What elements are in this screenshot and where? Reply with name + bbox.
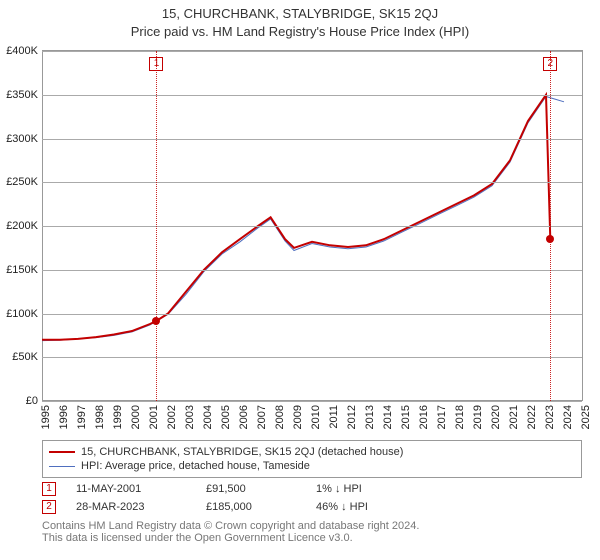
y-gridline [42,139,582,140]
transaction-date: 28-MAR-2023 [76,501,206,513]
transaction-pct: 46% ↓ HPI [316,501,446,513]
transaction-price: £91,500 [206,483,316,495]
plot-area: £0£50K£100K£150K£200K£250K£300K£350K£400… [42,50,583,401]
transaction-badge: 2 [42,500,56,514]
y-tick-label: £200K [0,220,38,232]
y-tick-label: £50K [0,351,38,363]
x-tick-label: 2023 [544,405,556,429]
y-tick-label: £0 [0,395,38,407]
x-tick-label: 2013 [364,405,376,429]
title-sub: Price paid vs. HM Land Registry's House … [0,24,600,39]
y-gridline [42,226,582,227]
legend-row: HPI: Average price, detached house, Tame… [49,459,575,473]
y-tick-label: £300K [0,133,38,145]
footer-line-2: This data is licensed under the Open Gov… [42,532,582,544]
x-tick-label: 2007 [256,405,268,429]
x-tick-label: 1998 [94,405,106,429]
transactions-table: 1 11-MAY-2001£91,5001% ↓ HPI 2 28-MAR-2023£… [42,480,582,516]
legend-swatch [49,466,75,467]
transaction-marker [152,317,160,325]
property-line [42,95,550,340]
x-tick-label: 2014 [382,405,394,429]
transaction-row: 1 11-MAY-2001£91,5001% ↓ HPI [42,480,582,498]
x-tick-label: 2017 [436,405,448,429]
y-tick-label: £400K [0,45,38,57]
legend-label: 15, CHURCHBANK, STALYBRIDGE, SK15 2QJ (d… [81,446,403,458]
x-tick-label: 2000 [130,405,142,429]
x-tick-label: 2006 [238,405,250,429]
transaction-row: 2 28-MAR-2023£185,00046% ↓ HPI [42,498,582,516]
titles: 15, CHURCHBANK, STALYBRIDGE, SK15 2QJ Pr… [0,0,600,39]
transaction-pct: 1% ↓ HPI [316,483,446,495]
footer: Contains HM Land Registry data © Crown c… [42,520,582,544]
x-tick-label: 2012 [346,405,358,429]
legend-row: 15, CHURCHBANK, STALYBRIDGE, SK15 2QJ (d… [49,445,575,459]
y-tick-label: £250K [0,176,38,188]
legend-label: HPI: Average price, detached house, Tame… [81,460,310,472]
x-tick-label: 2025 [580,405,592,429]
x-tick-label: 1997 [76,405,88,429]
legend: 15, CHURCHBANK, STALYBRIDGE, SK15 2QJ (d… [42,440,582,478]
transaction-badge: 1 [42,482,56,496]
x-tick-label: 2021 [508,405,520,429]
transaction-marker [546,235,554,243]
footer-line-1: Contains HM Land Registry data © Crown c… [42,520,582,532]
y-gridline [42,51,582,52]
y-gridline [42,401,582,402]
x-tick-label: 2003 [184,405,196,429]
x-tick-label: 2002 [166,405,178,429]
x-tick-label: 1999 [112,405,124,429]
y-tick-label: £100K [0,308,38,320]
x-tick-label: 2024 [562,405,574,429]
plot-inner: £0£50K£100K£150K£200K£250K£300K£350K£400… [42,51,582,401]
x-tick-label: 2020 [490,405,502,429]
x-tick-label: 2011 [328,405,340,429]
y-gridline [42,314,582,315]
x-tick-label: 2010 [310,405,322,429]
y-gridline [42,270,582,271]
y-gridline [42,95,582,96]
x-tick-label: 2016 [418,405,430,429]
transaction-date: 11-MAY-2001 [76,483,206,495]
x-tick-label: 2005 [220,405,232,429]
transaction-label: 1 [149,57,163,71]
x-tick-label: 1996 [58,405,70,429]
x-tick-label: 2015 [400,405,412,429]
x-tick-label: 2018 [454,405,466,429]
x-tick-label: 2022 [526,405,538,429]
x-tick-label: 2004 [202,405,214,429]
transaction-label: 2 [543,57,557,71]
y-gridline [42,182,582,183]
legend-swatch [49,451,75,453]
title-main: 15, CHURCHBANK, STALYBRIDGE, SK15 2QJ [0,6,600,21]
x-tick-label: 2008 [274,405,286,429]
y-tick-label: £350K [0,89,38,101]
transaction-vline [156,51,157,401]
x-tick-label: 2001 [148,405,160,429]
transaction-vline [550,51,551,401]
x-tick-label: 2009 [292,405,304,429]
chart-container: 15, CHURCHBANK, STALYBRIDGE, SK15 2QJ Pr… [0,0,600,560]
transaction-price: £185,000 [206,501,316,513]
y-tick-label: £150K [0,264,38,276]
hpi-line [42,97,564,341]
y-gridline [42,357,582,358]
x-tick-label: 2019 [472,405,484,429]
x-tick-label: 1995 [40,405,52,429]
